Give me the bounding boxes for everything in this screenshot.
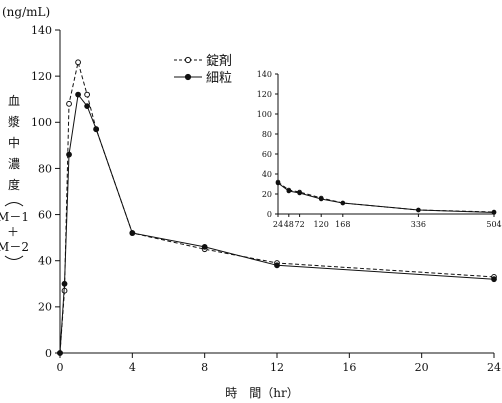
data-point-granule <box>297 190 302 196</box>
legend-label: 錠剤 <box>206 53 232 69</box>
y-axis-title-char: 度 <box>8 177 20 192</box>
x-tick-label: 12 <box>270 361 284 374</box>
data-point-granule <box>66 151 72 158</box>
legend-item-tablet: 錠剤 <box>174 53 232 69</box>
y-tick-label: 80 <box>38 162 52 175</box>
y-axis-title-bracket-top <box>4 202 24 207</box>
y-tick-label: 100 <box>31 116 52 129</box>
series-line-granule <box>59 93 495 354</box>
y-axis-title-part: M－2 <box>0 240 29 254</box>
data-point-granule <box>93 126 100 133</box>
series-line-tablet <box>59 62 495 354</box>
y-tick-label: 0 <box>45 347 52 360</box>
x-tick-label: 120 <box>314 220 329 229</box>
y-tick-label: 40 <box>262 170 272 179</box>
x-tick-label: 72 <box>295 220 305 229</box>
inset-series <box>275 179 497 215</box>
x-tick-label: 8 <box>201 361 208 374</box>
y-axis-title-char: 漿 <box>8 114 20 129</box>
y-tick-label: 80 <box>262 130 272 139</box>
x-tick-label: 504 <box>486 220 501 229</box>
y-axis-title-char: 血 <box>8 94 20 108</box>
x-tick-label: 336 <box>411 220 426 229</box>
data-point-granule <box>84 103 91 110</box>
data-point-granule <box>340 200 346 206</box>
main-series <box>57 59 497 356</box>
y-axis-title: 血 漿 中 濃 度 M－1 ＋ M－2 <box>0 94 29 260</box>
x-tick-label: 4 <box>129 361 136 374</box>
y-tick-label: 100 <box>257 110 272 119</box>
series-line-granule <box>277 182 495 213</box>
y-axis-title-char: 濃 <box>8 157 20 171</box>
data-point-tablet <box>75 59 81 66</box>
legend-marker-filled <box>184 73 192 81</box>
x-tick-label: 48 <box>284 220 294 229</box>
y-tick-label: 140 <box>257 70 272 79</box>
x-tick-label: 24 <box>487 361 501 374</box>
y-tick-label: 20 <box>262 190 272 199</box>
inset-axes: 0 20 40 60 80 100 120 140 24 48 72 120 168 336 504 <box>257 70 502 229</box>
data-point-granule <box>318 196 324 202</box>
x-tick-label: 0 <box>57 361 64 374</box>
data-point-granule <box>75 91 81 98</box>
y-tick-label: 120 <box>31 70 52 83</box>
y-tick-label: 40 <box>38 255 52 268</box>
x-tick-label: 168 <box>335 220 350 229</box>
inset-plot: 0 20 40 60 80 100 120 140 24 48 72 120 168 336 504 <box>257 70 502 229</box>
x-tick-label: 16 <box>342 361 356 374</box>
data-point-granule <box>201 243 208 250</box>
y-tick-label: 20 <box>38 301 52 314</box>
y-axis-title-bracket-bottom <box>4 255 24 260</box>
y-axis-title-char: 中 <box>8 135 20 150</box>
x-axis-title: 時 間（hr） <box>225 386 298 400</box>
legend: 錠剤 細粒 <box>174 53 232 86</box>
y-unit-label: (ng/mL) <box>2 5 50 19</box>
legend-label: 細粒 <box>206 71 232 86</box>
data-point-granule <box>275 180 281 186</box>
y-tick-label: 60 <box>262 150 272 159</box>
y-tick-label: 0 <box>267 210 272 219</box>
y-tick-label: 120 <box>257 90 272 99</box>
data-point-granule <box>491 276 497 283</box>
legend-marker-open <box>184 56 192 64</box>
data-point-granule <box>416 207 421 213</box>
legend-item-granule: 細粒 <box>174 71 232 86</box>
data-point-granule <box>491 210 497 215</box>
y-axis-title-part: ＋ <box>7 225 19 239</box>
y-tick-label: 60 <box>38 208 52 221</box>
main-plot: (ng/mL) 血 漿 中 濃 度 M－1 ＋ M－2 020406080100… <box>0 5 501 400</box>
x-tick-label: 24 <box>273 220 283 229</box>
data-point-granule <box>61 280 68 287</box>
data-point-granule <box>57 350 63 356</box>
x-tick-label: 20 <box>415 361 429 374</box>
y-tick-label: 140 <box>31 24 52 37</box>
y-axis-title-part: M－1 <box>0 210 29 224</box>
data-point-tablet <box>66 100 72 107</box>
data-point-tablet <box>84 91 91 98</box>
data-point-granule <box>286 188 292 194</box>
data-point-granule <box>274 262 280 269</box>
data-point-granule <box>129 230 136 236</box>
